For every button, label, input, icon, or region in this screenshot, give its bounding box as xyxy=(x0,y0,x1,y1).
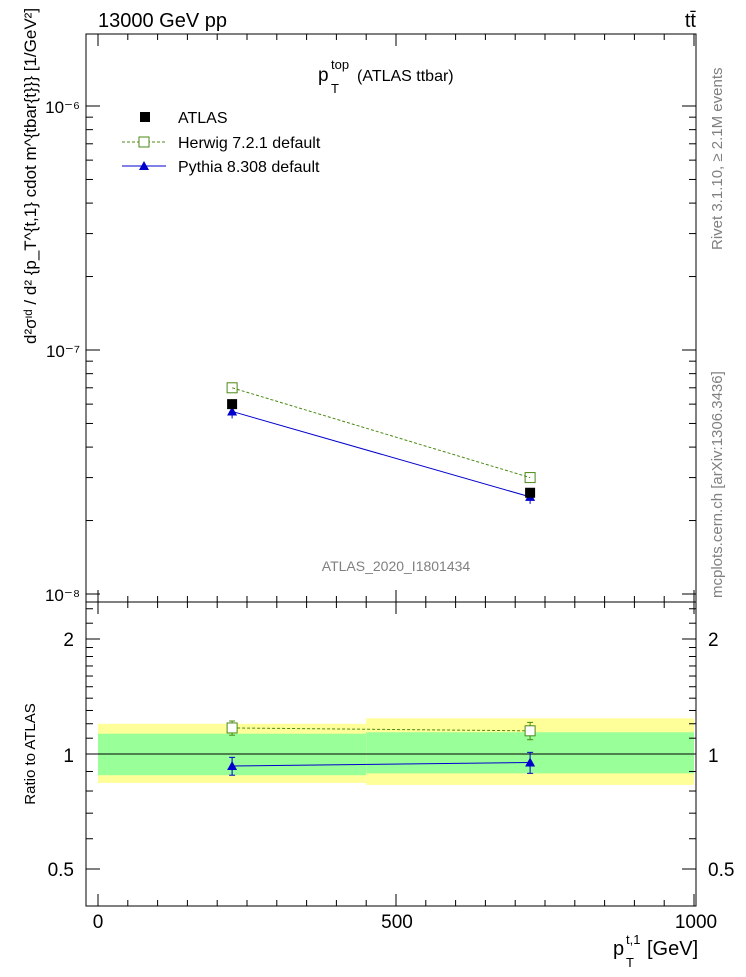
mcplots-label: mcplots.cern.ch [arXiv:1306.3436] xyxy=(709,371,726,598)
pythia-ratio-line xyxy=(232,762,531,767)
process-label: tt̄ xyxy=(685,10,697,32)
xtick-label-500: 500 xyxy=(381,912,413,933)
xtick-label-0: 0 xyxy=(93,912,104,933)
ratio-ytick-label-right-0.5: 0.5 xyxy=(708,860,734,881)
ytick-label-1e-8: 10⁻⁸ xyxy=(45,586,80,605)
ytick-label-1e-7: 10⁻⁷ xyxy=(46,342,80,361)
xlabel-sub: T xyxy=(626,955,634,970)
legend: ATLAS Herwig 7.2.1 default Pythia 8.308 … xyxy=(122,110,321,176)
title-p: p xyxy=(318,65,329,86)
legend-label-pythia: Pythia 8.308 default xyxy=(178,159,320,176)
ratio-ytick-label-0.5: 0.5 xyxy=(48,860,74,881)
main-axis-ticks xyxy=(86,34,696,602)
energy-label: 13000 GeV pp xyxy=(98,10,227,32)
ratio-ytick-label-1: 1 xyxy=(63,746,74,767)
legend-label-atlas: ATLAS xyxy=(178,110,228,127)
legend-marker-herwig xyxy=(138,136,150,148)
ratio-ytick-label-right-2: 2 xyxy=(708,630,719,651)
pythia-point xyxy=(227,406,238,416)
title-sub: T xyxy=(331,81,339,96)
herwig-line xyxy=(231,387,531,479)
ratio-axis-ticks xyxy=(86,602,696,906)
plot-title: p top T (ATLAS ttbar) xyxy=(318,57,454,96)
legend-label-herwig: Herwig 7.2.1 default xyxy=(178,135,321,152)
title-rest: (ATLAS ttbar) xyxy=(357,68,454,85)
analysis-id: ATLAS_2020_I1801434 xyxy=(322,558,471,574)
ratio-ytick-label-right-1: 1 xyxy=(708,746,719,767)
herwig-point xyxy=(226,382,238,394)
pythia-line xyxy=(231,410,531,498)
legend-marker-pythia xyxy=(139,161,149,170)
ratio-ytick-label-2: 2 xyxy=(63,630,74,651)
title-sup: top xyxy=(331,57,349,72)
main-ylabel: d²σᶦᵈ / d² {p_T^{t,1} cdot m^{tbar{t}}} … xyxy=(21,8,40,344)
rivet-label: Rivet 3.1.10, ≥ 2.1M events xyxy=(709,68,726,251)
xlabel-unit: [GeV] xyxy=(647,938,698,960)
pythia-ratio-point xyxy=(227,761,238,771)
ratio-ylabel: Ratio to ATLAS xyxy=(22,703,39,804)
ratio-plot-data xyxy=(226,720,536,776)
main-plot-data xyxy=(226,382,536,504)
ytick-label-1e-6: 10⁻⁶ xyxy=(45,98,80,117)
xtick-label-1000: 1000 xyxy=(675,912,717,933)
xlabel-sup: t,1 xyxy=(626,932,640,947)
legend-marker-atlas xyxy=(140,112,150,122)
herwig-ratio-point xyxy=(524,725,536,737)
herwig-point xyxy=(524,472,536,484)
xlabel-p: p xyxy=(613,938,624,960)
x-axis-label: p t,1 T [GeV] xyxy=(613,932,698,970)
ratio-uncertainty-bands xyxy=(98,718,694,785)
atlas-point xyxy=(227,399,238,410)
atlas-point xyxy=(525,487,536,498)
herwig-ratio-point xyxy=(226,722,238,734)
pythia-ratio-point xyxy=(525,757,536,767)
